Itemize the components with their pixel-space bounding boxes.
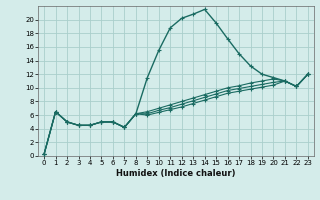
X-axis label: Humidex (Indice chaleur): Humidex (Indice chaleur) [116,169,236,178]
